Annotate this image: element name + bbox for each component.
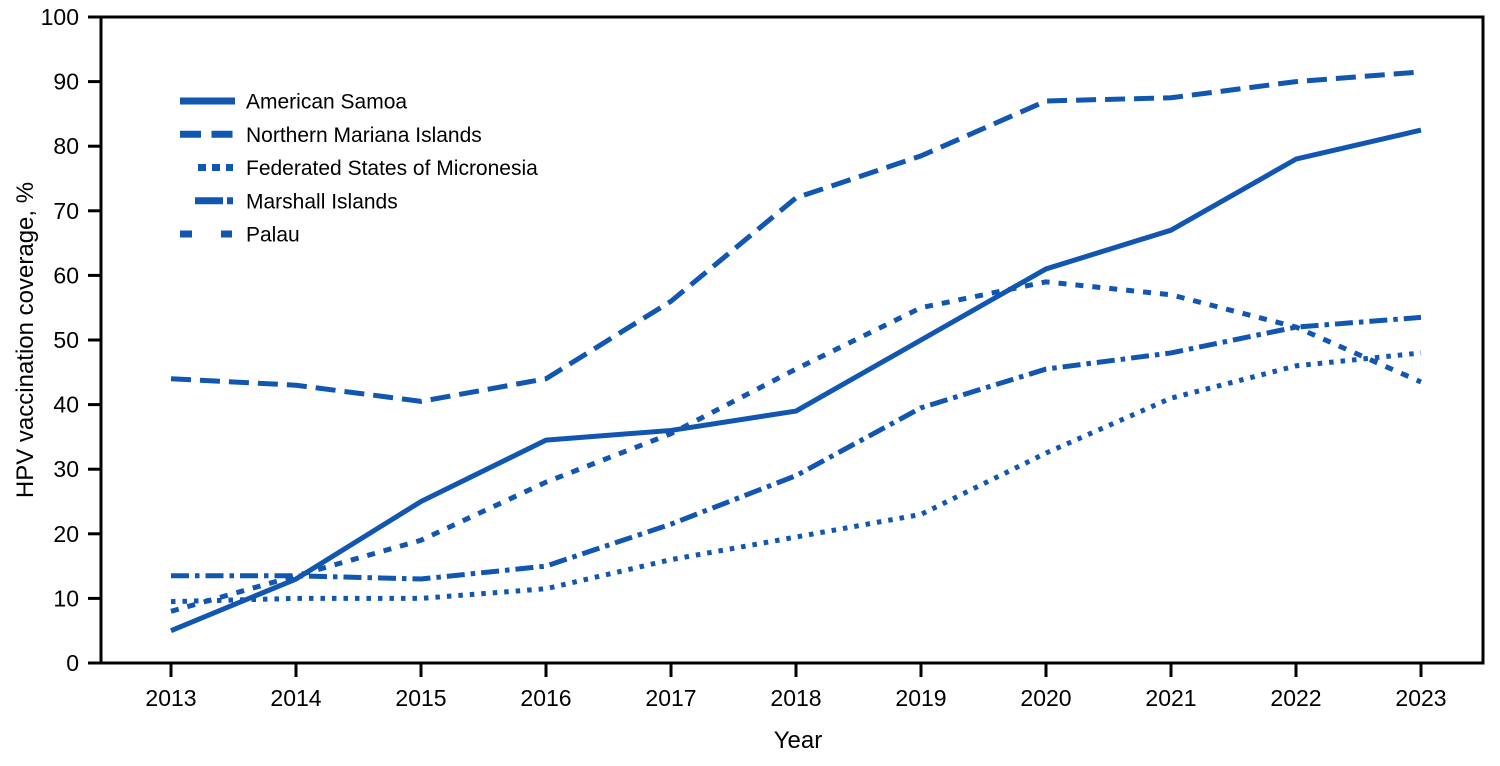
y-tick-label: 50 <box>53 327 79 353</box>
legend-label-american-samoa: American Samoa <box>246 91 407 114</box>
series-line-american-samoa <box>170 127 1422 634</box>
x-tick-label: 2023 <box>1395 685 1446 711</box>
y-tick-label: 80 <box>53 133 79 159</box>
x-tick-label: 2015 <box>395 685 446 711</box>
series-line-marshall-islands <box>171 314 1422 582</box>
y-tick-label: 10 <box>53 585 79 611</box>
x-tick-label: 2013 <box>145 685 196 711</box>
y-tick-label: 0 <box>66 650 79 676</box>
y-tick-label: 60 <box>53 262 79 288</box>
x-tick-label: 2021 <box>1145 685 1196 711</box>
plot-area: 0 10 20 30 40 50 60 70 80 90 100 2013 2014 2015 2016 20… <box>41 4 1485 711</box>
y-tick-label: 100 <box>41 4 79 30</box>
x-tick-label: 2014 <box>270 685 321 711</box>
legend-label-federated-states-of-micronesia: Federated States of Micronesia <box>246 157 538 180</box>
x-tick-label: 2019 <box>895 685 946 711</box>
legend-label-northern-mariana-islands: Northern Mariana Islands <box>246 124 482 147</box>
y-tick-label: 20 <box>53 521 79 547</box>
x-tick-label: 2018 <box>770 685 821 711</box>
y-tick-label: 40 <box>53 392 79 418</box>
y-tick-label: 90 <box>53 69 79 95</box>
x-tick-label: 2017 <box>645 685 696 711</box>
series-line-palau <box>170 279 1423 614</box>
x-tick-label: 2022 <box>1270 685 1321 711</box>
y-axis-title: HPV vaccination coverage, % <box>12 182 39 498</box>
series-line-federated-states-of-micronesia <box>170 350 1422 605</box>
x-tick-label: 2020 <box>1020 685 1071 711</box>
legend-label-marshall-islands: Marshall Islands <box>246 190 398 213</box>
plot-frame <box>99 15 1485 665</box>
legend-label-palau: Palau <box>246 224 300 247</box>
x-axis-title: Year <box>774 727 823 754</box>
series-line-northern-mariana-islands <box>170 69 1422 404</box>
x-tick-label: 2016 <box>520 685 571 711</box>
y-tick-label: 70 <box>53 198 79 224</box>
y-tick-label: 30 <box>53 456 79 482</box>
